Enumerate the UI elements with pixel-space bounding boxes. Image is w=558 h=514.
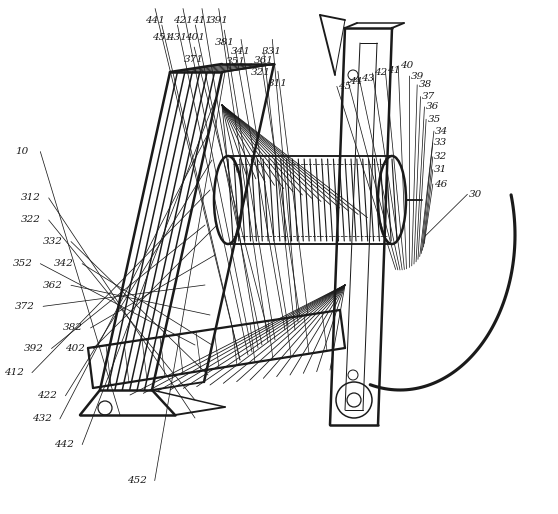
Text: 432: 432: [32, 414, 52, 424]
Text: 30: 30: [469, 190, 482, 199]
Text: 362: 362: [43, 281, 63, 290]
Text: 382: 382: [62, 323, 83, 333]
Text: 311: 311: [268, 79, 288, 88]
Text: 351: 351: [225, 57, 246, 66]
Text: 41: 41: [387, 66, 400, 76]
Text: 42: 42: [374, 68, 387, 78]
Text: 371: 371: [184, 54, 204, 64]
Text: 36: 36: [426, 102, 439, 112]
Text: 421: 421: [173, 16, 193, 25]
Text: 32: 32: [434, 152, 448, 161]
Text: 412: 412: [4, 368, 24, 377]
Text: 341: 341: [231, 47, 251, 56]
Text: 10: 10: [16, 147, 29, 156]
Text: 372: 372: [15, 302, 35, 311]
Text: 34: 34: [435, 126, 449, 136]
Text: 451: 451: [152, 32, 172, 42]
Text: 381: 381: [214, 38, 234, 47]
Text: 332: 332: [43, 237, 63, 246]
Text: 431: 431: [167, 32, 187, 42]
Text: 38: 38: [418, 80, 432, 89]
Text: 352: 352: [12, 259, 32, 268]
Text: 45: 45: [338, 82, 352, 91]
Text: 39: 39: [411, 71, 424, 81]
Text: 402: 402: [65, 344, 85, 353]
Text: 321: 321: [251, 68, 271, 78]
Text: 37: 37: [422, 92, 435, 101]
Text: 361: 361: [253, 56, 273, 65]
Text: 391: 391: [209, 16, 229, 25]
Text: 401: 401: [185, 32, 205, 42]
Text: 411: 411: [192, 16, 212, 25]
Text: 441: 441: [145, 16, 165, 25]
Text: 44: 44: [349, 77, 363, 86]
Text: 31: 31: [434, 165, 448, 174]
Text: 40: 40: [400, 61, 413, 70]
Text: 43: 43: [360, 74, 374, 83]
Text: 442: 442: [54, 440, 74, 449]
Text: 312: 312: [21, 193, 41, 203]
Text: 452: 452: [127, 476, 147, 485]
Text: 392: 392: [23, 344, 44, 353]
Text: 322: 322: [21, 215, 41, 225]
Text: 33: 33: [434, 138, 448, 148]
Text: 422: 422: [37, 391, 57, 400]
Text: 46: 46: [434, 179, 448, 189]
Text: 35: 35: [427, 115, 441, 124]
Text: 342: 342: [54, 259, 74, 268]
Text: 331: 331: [262, 47, 282, 56]
